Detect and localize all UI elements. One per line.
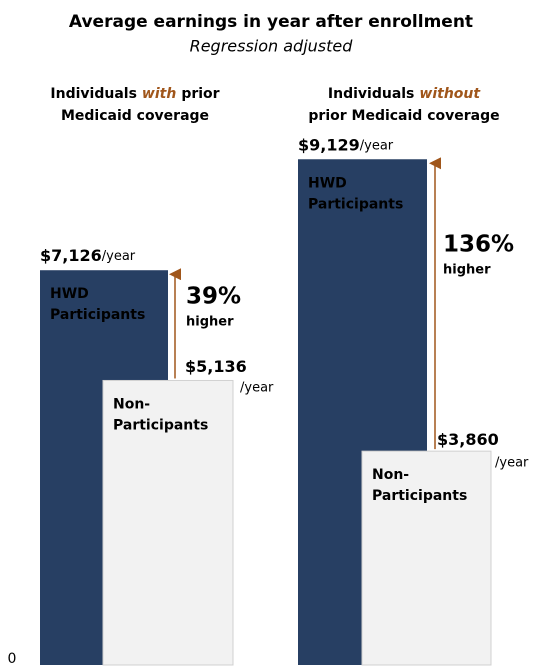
value-label: $7,126/year <box>40 246 136 265</box>
unit-label: /year <box>495 456 529 471</box>
panel-title-part: prior Medicaid coverage <box>308 108 499 124</box>
panel-title: Individuals with prior <box>50 86 219 102</box>
panel-title-part: Individuals <box>328 86 415 102</box>
bar-label: Participants <box>113 417 208 433</box>
bar-label: Participants <box>50 307 145 323</box>
value-label-amount: $7,126 <box>40 246 102 265</box>
value-label-amount: $9,129 <box>298 135 360 154</box>
bar <box>361 450 492 666</box>
panel-title-part: without <box>419 86 481 102</box>
panel-title-part: Medicaid coverage <box>61 108 209 124</box>
annotation-text: higher <box>443 263 491 278</box>
value-label-amount: $5,136 <box>185 357 247 376</box>
unit-label: /year <box>240 381 274 396</box>
bar-label: Participants <box>372 488 467 504</box>
y-tick-label: 0 <box>8 651 17 667</box>
annotation-value: 39% <box>186 284 241 310</box>
annotation-text: higher <box>186 315 234 330</box>
panel-title: prior Medicaid coverage <box>308 108 499 124</box>
bar-label: HWD <box>308 175 347 191</box>
bar-label: Non- <box>372 467 409 483</box>
panel-title-part: Individuals <box>50 86 137 102</box>
panel-title: Individuals without <box>328 86 481 102</box>
value-label-amount: $3,860 <box>437 430 499 449</box>
chart-title: Average earnings in year after enrollmen… <box>69 12 473 32</box>
unit-label: /year <box>102 249 136 264</box>
chart-subtitle: Regression adjusted <box>190 37 354 56</box>
panel-title-part: with <box>142 86 176 102</box>
value-label: $9,129/year <box>298 135 394 154</box>
bar-label: HWD <box>50 286 89 302</box>
bar-label: Participants <box>308 196 403 212</box>
panel-title-part: prior <box>181 86 219 102</box>
bar-label: Non- <box>113 396 150 412</box>
value-label: $3,860 <box>437 430 499 449</box>
annotation-value: 136% <box>443 232 514 258</box>
unit-label: /year <box>360 138 394 153</box>
bar <box>102 379 234 666</box>
value-label: $5,136 <box>185 357 247 376</box>
panel-title: Medicaid coverage <box>61 108 209 124</box>
